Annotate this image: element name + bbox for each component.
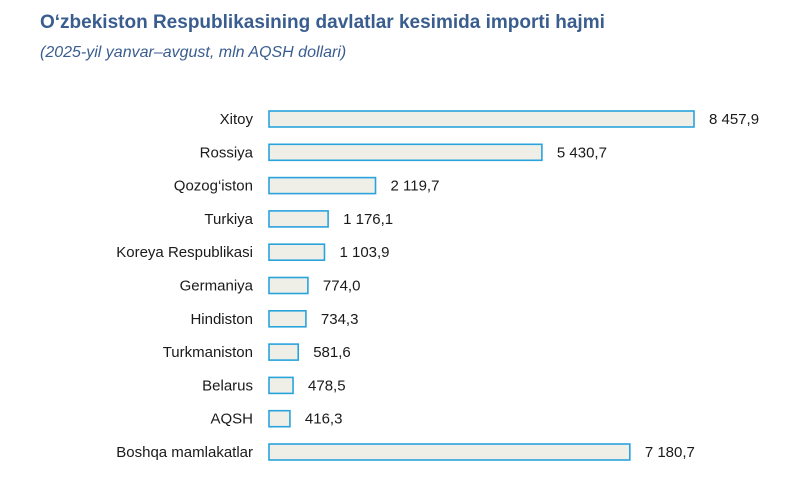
value-label: 416,3 xyxy=(305,411,343,428)
category-label: AQSH xyxy=(210,411,253,428)
chart-title: O‘zbekiston Respublikasining davlatlar k… xyxy=(40,12,605,33)
category-label: Boshqa mamlakatlar xyxy=(116,444,253,461)
value-label: 734,3 xyxy=(321,311,359,328)
value-label: 7 180,7 xyxy=(645,444,695,461)
bar xyxy=(268,443,631,461)
value-label: 5 430,7 xyxy=(557,144,607,161)
category-label: Belarus xyxy=(202,377,253,394)
bar xyxy=(268,143,543,162)
value-label: 1 176,1 xyxy=(343,211,393,228)
bar xyxy=(268,243,326,261)
category-label: Turkmaniston xyxy=(163,344,253,361)
bar xyxy=(268,276,309,295)
category-label: Rossiya xyxy=(200,144,254,161)
bar xyxy=(268,409,291,428)
category-label: Qozog‘iston xyxy=(174,178,253,195)
bar xyxy=(268,176,377,195)
value-label: 478,5 xyxy=(308,377,346,394)
category-label: Germaniya xyxy=(180,278,254,295)
category-label: Koreya Respublikasi xyxy=(116,244,253,261)
chart-subtitle: (2025-yil yanvar–avgust, mln AQSH dollar… xyxy=(40,44,347,61)
category-label: Turkiya xyxy=(204,211,253,228)
bar xyxy=(268,376,294,395)
value-label: 1 103,9 xyxy=(339,244,389,261)
bar xyxy=(268,110,695,128)
value-label: 8 457,9 xyxy=(709,111,759,128)
bar xyxy=(268,210,329,228)
bar xyxy=(268,343,300,361)
value-label: 2 119,7 xyxy=(391,178,440,195)
bar xyxy=(268,309,307,328)
category-label: Xitoy xyxy=(220,111,254,128)
value-label: 581,6 xyxy=(313,344,351,361)
category-label: Hindiston xyxy=(190,311,253,328)
value-label: 774,0 xyxy=(323,278,361,295)
